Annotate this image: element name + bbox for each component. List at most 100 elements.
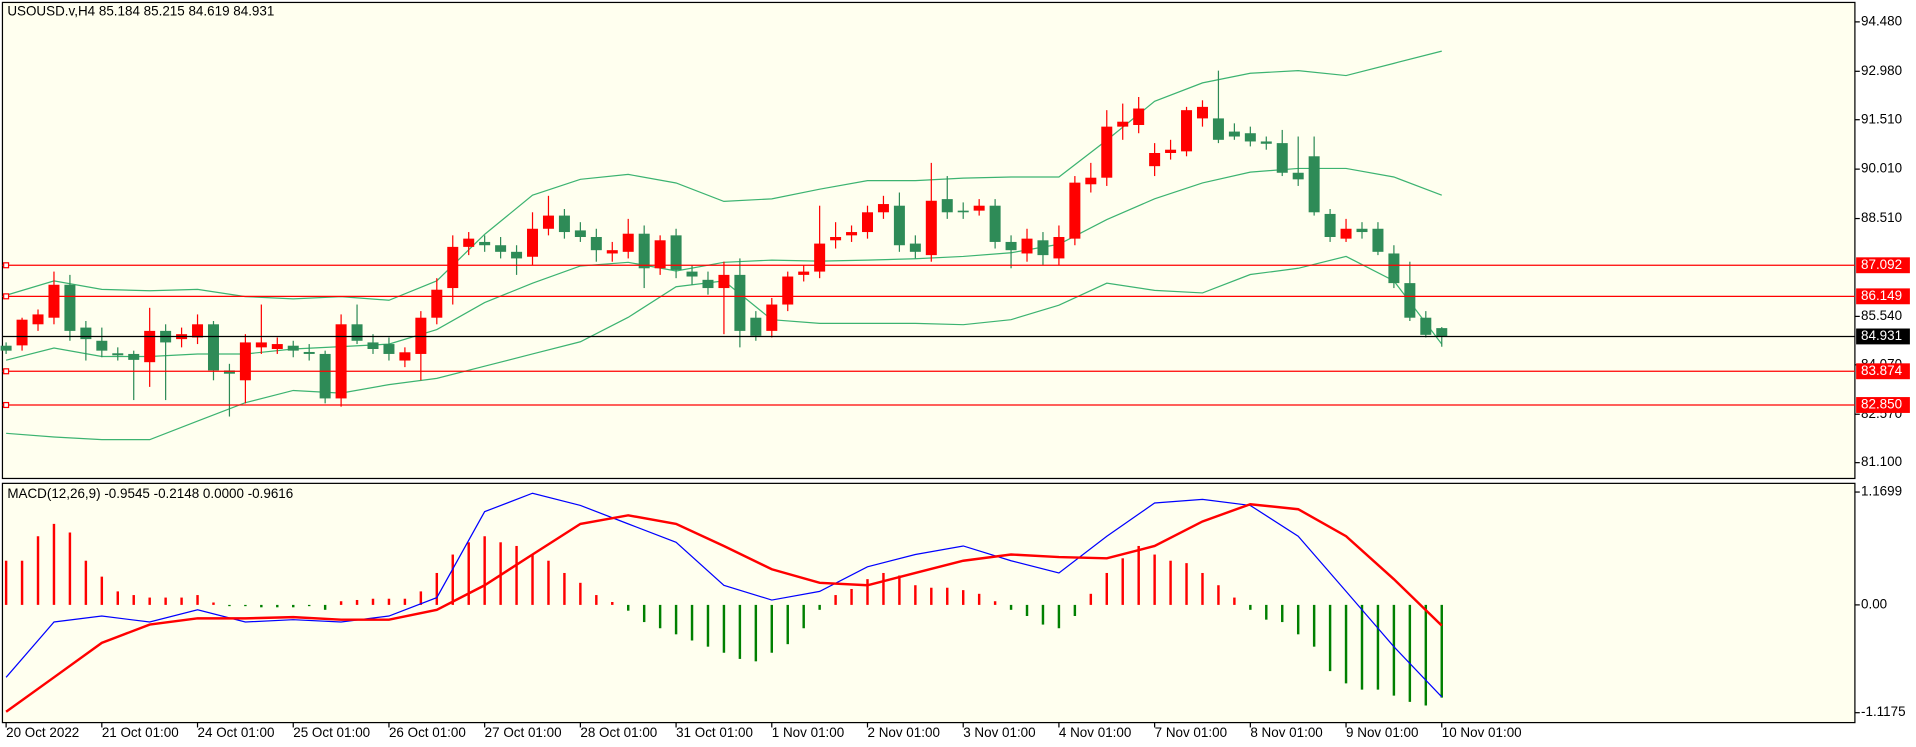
level-label: 83.874 [1861, 363, 1903, 378]
candle-body [670, 235, 682, 270]
candle-body [750, 317, 762, 336]
level-handle [3, 401, 10, 409]
y-tick-label: 0.00 [1861, 596, 1887, 611]
level-label: 87.092 [1861, 257, 1902, 272]
candle-body [1292, 172, 1304, 180]
x-tick-label: 10 Nov 01:00 [1442, 725, 1522, 740]
candle-body [558, 215, 570, 233]
y-tick-label: -1.1175 [1861, 704, 1906, 719]
candle-body [144, 330, 156, 363]
macd-header: MACD(12,26,9) -0.9545 -0.2148 0.0000 -0.… [7, 486, 293, 501]
y-tick-label: 92.980 [1861, 63, 1902, 78]
candle-body [32, 314, 44, 325]
candle-body [527, 228, 539, 257]
candle-body [1228, 131, 1240, 137]
candle-body [1212, 118, 1224, 140]
x-tick-label: 8 Nov 01:00 [1250, 725, 1322, 740]
candle-body [1165, 149, 1177, 153]
candle-body [96, 340, 108, 351]
candle-body [1420, 317, 1432, 335]
candle-body [1324, 213, 1336, 237]
candle-body [1260, 141, 1272, 144]
candle-body [654, 240, 666, 269]
last-price-box [1856, 328, 1910, 345]
y-tick-label: 91.510 [1861, 111, 1902, 126]
candle-body [862, 212, 873, 233]
candle-body [1196, 106, 1208, 119]
candle-body [367, 342, 379, 350]
candle-body [511, 251, 523, 259]
x-tick-label: 7 Nov 01:00 [1155, 725, 1227, 740]
candle-body [989, 205, 1001, 242]
level-handle [3, 368, 10, 375]
candle-body [192, 324, 204, 338]
candle-body [16, 319, 28, 346]
x-tick-label: 21 Oct 01:00 [102, 725, 179, 740]
candle-body [590, 236, 602, 251]
signal-line [5, 502, 1443, 713]
candle-body [479, 241, 491, 246]
candle-body [495, 245, 507, 252]
macd-panel [1, 482, 1856, 724]
x-tick-label: 28 Oct 01:00 [580, 725, 657, 740]
candle-body [606, 250, 618, 254]
candle-body [351, 324, 363, 341]
candle-body [893, 205, 905, 246]
candle-body [766, 304, 778, 331]
candle-body [1133, 108, 1145, 125]
y-tick-label: 90.010 [1861, 161, 1902, 176]
candle-body [80, 327, 92, 340]
candle-body [0, 345, 12, 351]
candle-body [335, 324, 347, 399]
candle-body [909, 243, 921, 252]
candle-body [128, 353, 140, 360]
candle-body [846, 232, 858, 236]
candle-body [941, 199, 953, 213]
x-tick-label: 24 Oct 01:00 [198, 725, 275, 740]
candle-body [814, 243, 826, 272]
candle-body [574, 230, 586, 237]
candle-body [48, 284, 60, 318]
candle-body [463, 238, 475, 247]
candle-body [1436, 328, 1448, 337]
candle-body [734, 274, 746, 331]
candle-body [622, 233, 634, 252]
candle-body [1053, 236, 1065, 259]
y-tick-label: 88.510 [1861, 210, 1902, 225]
x-tick-label: 26 Oct 01:00 [389, 725, 466, 740]
level-label-box [1856, 257, 1910, 274]
candle-body [303, 351, 315, 354]
candle-body [1037, 240, 1049, 256]
candle-body [399, 352, 411, 361]
candle-body [1244, 133, 1256, 142]
x-tick-label: 1 Nov 01:00 [772, 725, 844, 740]
candle-body [1005, 241, 1017, 251]
x-tick-label: 31 Oct 01:00 [676, 725, 753, 740]
candle-body [239, 342, 251, 381]
candle-body [287, 345, 299, 351]
candle-body [1181, 110, 1193, 152]
level-label: 82.850 [1861, 397, 1902, 412]
candle-body [255, 342, 267, 348]
candle-body [1404, 283, 1416, 318]
candle-body [415, 317, 427, 354]
candle-body [1388, 253, 1400, 284]
candle-body [447, 246, 459, 289]
candle-body [925, 200, 937, 256]
candle-body [877, 204, 889, 213]
level-label-box [1856, 288, 1910, 305]
x-tick-label: 4 Nov 01:00 [1059, 725, 1131, 740]
candle-body [431, 289, 443, 318]
candle-body [383, 344, 395, 354]
macd-line [5, 492, 1443, 698]
candle-body [1117, 121, 1129, 127]
last-price-label: 84.931 [1861, 328, 1902, 343]
level-handle [3, 293, 10, 300]
candle-body [1372, 228, 1384, 252]
candle-body [112, 353, 124, 356]
candle-body [957, 210, 969, 213]
candle-body [718, 274, 730, 289]
candle-body [702, 279, 714, 289]
level-label: 86.149 [1861, 288, 1902, 303]
